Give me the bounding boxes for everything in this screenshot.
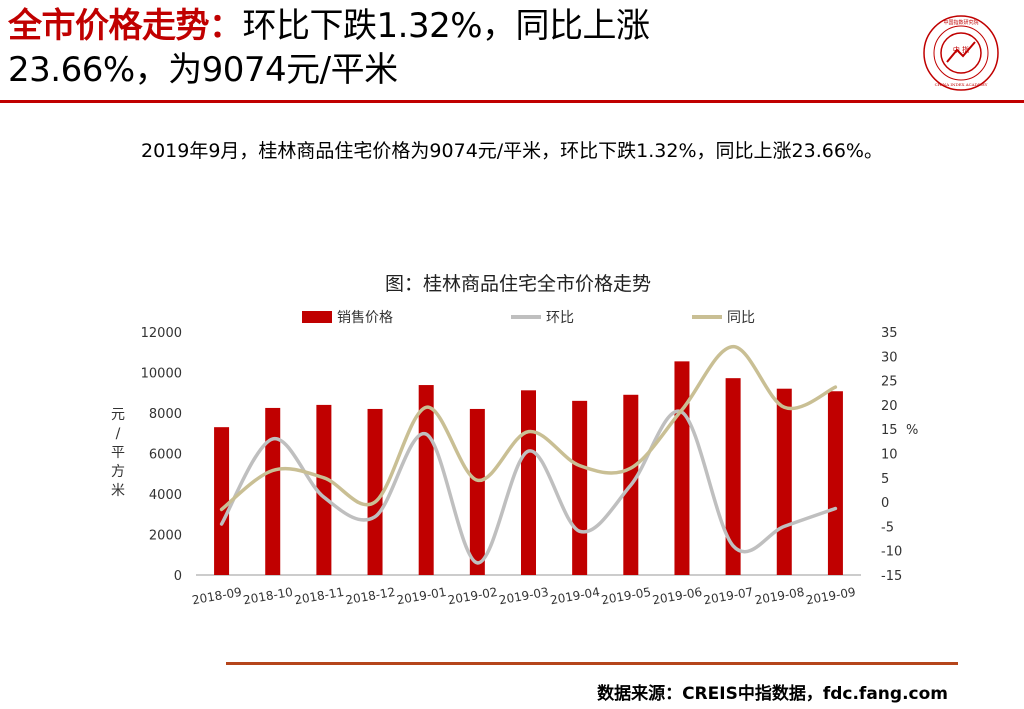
bar-sales-price — [469, 408, 485, 575]
logo-ring-text-en: CHINA INDEX ACADEMY — [935, 82, 988, 87]
bar-sales-price — [521, 390, 536, 575]
legend-label: 销售价格 — [337, 310, 393, 326]
bar-sales-price — [316, 404, 332, 575]
title-line-1: 全市价格走势：环比下跌1.32%，同比上涨 — [8, 4, 908, 48]
x-tick-label: 2019-09 — [805, 585, 857, 607]
y-right-tick-label: -5 — [881, 520, 894, 535]
y-right-tick-label: -15 — [881, 569, 902, 584]
y-right-tick-label: 35 — [881, 326, 898, 341]
y-left-tick-label: 0 — [174, 569, 182, 584]
x-tick-label: 2018-11 — [293, 585, 345, 607]
legend-label: 环比 — [546, 310, 574, 326]
legend-label: 同比 — [727, 310, 755, 326]
chart-title: 图：桂林商品住宅全市价格走势 — [385, 273, 651, 295]
title-headline-part1: 环比下跌1.32%，同比上涨 — [242, 6, 651, 46]
y-right-tick-label: 25 — [881, 375, 898, 390]
line-yoy — [219, 344, 838, 512]
data-source: 数据来源：CREIS中指数据，fdc.fang.com — [597, 684, 948, 704]
y-left-axis-label: 元/平方米 — [111, 407, 125, 499]
y-right-tick-label: 5 — [881, 472, 889, 487]
summary-text: 2019年9月，桂林商品住宅价格为9074元/平米，环比下跌1.32%，同比上涨… — [140, 140, 883, 162]
y-left-tick-label: 10000 — [141, 367, 182, 382]
x-tick-label: 2018-10 — [242, 585, 294, 607]
logo-center-text: 中 指 — [953, 45, 969, 54]
y-right-tick-label: 20 — [881, 399, 898, 414]
page-title: 全市价格走势：环比下跌1.32%，同比上涨 23.66%，为9074元/平米 — [8, 4, 908, 92]
x-tick-label: 2019-03 — [498, 585, 550, 607]
line-mom — [219, 409, 838, 565]
bar-sales-price — [776, 388, 792, 575]
logo-ring-text: 中国指数研究院 — [943, 19, 978, 26]
x-tick-label: 2019-05 — [600, 585, 652, 607]
line-series — [219, 344, 838, 565]
y-left-tick-label: 2000 — [149, 529, 182, 544]
title-topic: 全市价格走势： — [8, 6, 243, 46]
bar-sales-price — [418, 385, 434, 575]
bar-sales-price — [214, 427, 230, 575]
footer-divider — [226, 662, 958, 665]
china-index-academy-logo: 中 指 中国指数研究院 CHINA INDEX ACADEMY — [923, 15, 999, 91]
x-tick-label: 2019-04 — [549, 585, 601, 607]
bar-sales-price — [827, 391, 843, 575]
y-right-tick-label: -10 — [881, 545, 902, 560]
x-tick-label: 2019-01 — [396, 585, 448, 607]
x-tick-label: 2019-06 — [651, 585, 703, 607]
x-axis-labels: 2018-09 2018-10 2018-11 2018-12 2019-01 2019-… — [191, 585, 857, 607]
bar-sales-price — [674, 361, 690, 575]
y-right-tick-label: 30 — [881, 350, 898, 365]
x-tick-label: 2019-07 — [703, 585, 755, 607]
x-tick-label: 2018-12 — [344, 585, 396, 607]
x-tick-label: 2019-02 — [447, 585, 499, 607]
title-divider — [0, 100, 1024, 103]
chart-axes: 0 2000 4000 6000 8000 10000 12000 -15 -10 -5 0 5 10 1… — [111, 326, 918, 584]
legend-swatch-bar — [302, 311, 332, 323]
x-tick-label: 2018-09 — [191, 585, 243, 607]
bar-series — [214, 361, 843, 575]
y-right-tick-label: 10 — [881, 448, 898, 463]
y-left-tick-label: 4000 — [149, 488, 182, 503]
bar-sales-price — [367, 408, 383, 575]
bar-sales-price — [572, 400, 588, 575]
x-tick-label: 2019-08 — [754, 585, 806, 607]
bar-sales-price — [725, 378, 741, 575]
y-right-tick-label: 15 — [881, 423, 898, 438]
y-left-tick-label: 6000 — [149, 448, 182, 463]
title-line-2: 23.66%，为9074元/平米 — [8, 50, 398, 90]
y-left-tick-label: 12000 — [141, 326, 182, 341]
y-left-tick-label: 8000 — [149, 407, 182, 422]
chart-legend: 销售价格 环比 同比 — [302, 310, 755, 326]
y-right-tick-label: 0 — [881, 496, 889, 511]
y-right-axis-label: % — [906, 423, 918, 438]
bar-sales-price — [265, 407, 281, 575]
